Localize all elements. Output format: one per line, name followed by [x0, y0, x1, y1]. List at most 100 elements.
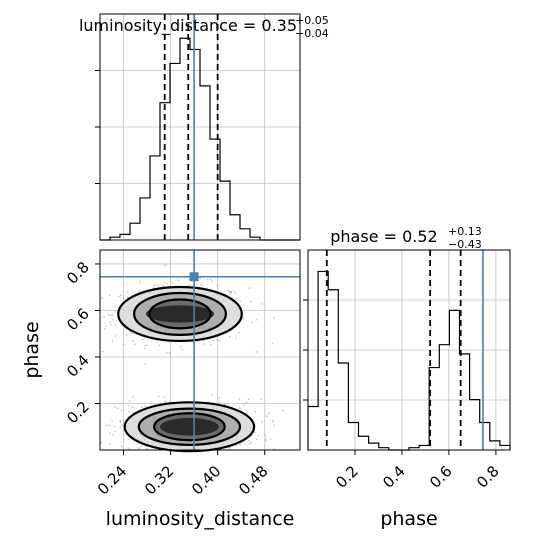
sample-point: [260, 303, 263, 305]
sample-point: [248, 442, 251, 445]
sample-point: [146, 344, 149, 347]
sample-point: [164, 264, 167, 267]
contour-line: [148, 298, 212, 330]
sample-point: [105, 325, 108, 328]
sample-point: [114, 425, 117, 428]
sample-point: [144, 405, 147, 408]
sample-point: [251, 321, 253, 324]
x-ticks-phase: 0.2 0.4 0.6 0.8: [332, 450, 503, 492]
sample-point: [245, 412, 248, 414]
sample-point: [114, 335, 117, 338]
sample-point: [133, 343, 136, 346]
sample-point: [109, 320, 111, 323]
sample-point: [281, 409, 284, 412]
tick-label: 0.6: [426, 462, 456, 492]
sample-point: [238, 407, 241, 410]
sample-point: [255, 318, 258, 321]
sample-point: [144, 344, 147, 347]
sample-point: [153, 284, 156, 287]
sample-point: [229, 335, 232, 338]
sample-point: [131, 395, 134, 398]
x-axis-label-phase: phase: [380, 508, 437, 530]
sample-point: [227, 290, 229, 292]
sample-point: [122, 343, 125, 346]
contour-line: [153, 412, 226, 442]
sample-point: [107, 314, 110, 317]
sample-point: [114, 323, 117, 326]
sample-point: [108, 443, 111, 445]
sample-point: [142, 338, 145, 341]
sample-point: [211, 280, 214, 283]
tick-label: 0.6: [63, 305, 93, 335]
sample-point: [238, 398, 241, 401]
sample-point: [218, 401, 221, 404]
sample-point: [200, 284, 202, 286]
tick-label: 0.8: [473, 462, 503, 492]
sample-point: [157, 395, 160, 398]
sample-point: [209, 278, 212, 281]
sample-point: [111, 433, 114, 436]
sample-point: [234, 291, 237, 294]
sample-point: [230, 292, 232, 294]
panel-luminosity-distance-histogram: luminosity_distance = 0.35 +0.05 −0.04: [79, 13, 329, 241]
sample-point: [114, 406, 117, 408]
sample-point: [125, 333, 128, 336]
sample-point: [233, 289, 236, 292]
panel-2d-contour: 0.24 0.32 0.40 0.48 0.2 0.4 0.6 0.8 luminosity…: [21, 249, 301, 530]
sample-point: [245, 401, 248, 404]
tick-label: 0.24: [94, 462, 130, 498]
sample-point: [234, 336, 237, 339]
sample-point: [257, 434, 259, 437]
sample-point: [157, 284, 160, 287]
sample-point: [128, 448, 131, 450]
sample-point: [180, 345, 182, 348]
density-fill: [145, 305, 215, 323]
sample-point: [144, 363, 146, 366]
title-phase: phase = 0.52: [330, 227, 437, 246]
sample-point: [132, 291, 135, 293]
histogram-luminosity-distance: [100, 37, 300, 241]
sample-point: [242, 403, 245, 406]
sample-point: [163, 396, 166, 399]
sample-point: [181, 348, 184, 351]
sample-point: [119, 426, 122, 429]
sample-point: [143, 347, 146, 350]
tick-label: 0.4: [379, 462, 409, 492]
sample-point: [247, 439, 250, 442]
sample-point: [264, 439, 267, 442]
sample-point: [138, 447, 141, 450]
sample-point: [106, 424, 108, 427]
sample-point: [111, 340, 114, 343]
x-ticks-luminosity-distance: 0.24 0.32 0.40 0.48: [94, 450, 272, 498]
sample-point: [165, 352, 168, 354]
sample-point: [109, 323, 112, 326]
sample-point: [247, 398, 250, 400]
sample-point: [273, 424, 276, 427]
tick-label: 0.2: [63, 398, 93, 428]
sample-point: [218, 397, 221, 399]
sample-point: [103, 316, 105, 318]
sample-point: [248, 287, 251, 290]
sample-point: [128, 410, 131, 413]
panel-phase-histogram: 0.2 0.4 0.6 0.8 phase phase = 0.52 +0.13 −0…: [303, 225, 511, 530]
title-sub: −0.43: [448, 238, 482, 251]
sample-point: [199, 277, 202, 280]
sample-point: [101, 297, 104, 299]
sample-point: [239, 300, 241, 303]
quantile-lines-phase: [325, 250, 462, 450]
tick-label: 0.48: [235, 462, 271, 498]
contours-2d: [117, 285, 256, 453]
sample-point: [168, 351, 171, 354]
sample-point: [188, 284, 190, 286]
sample-point: [260, 398, 263, 401]
sample-point: [203, 343, 206, 345]
sample-point: [273, 317, 276, 319]
sample-point: [130, 332, 133, 335]
sample-point: [269, 438, 272, 441]
sample-point: [218, 339, 220, 342]
sample-point: [250, 441, 253, 444]
title-sup: +0.13: [448, 225, 482, 238]
sample-point: [255, 351, 258, 353]
sample-point: [119, 294, 122, 297]
